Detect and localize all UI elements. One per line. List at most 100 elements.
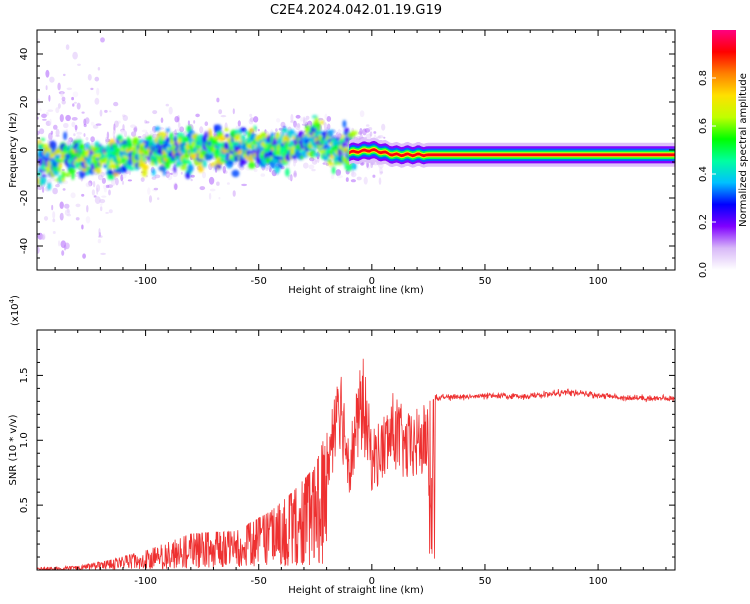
spectrogram-core-cell (340, 154, 344, 162)
spectrogram-ylabel: Frequency (Hz) (8, 112, 19, 188)
spectrogram-scatter-cell (257, 128, 260, 132)
spectrogram-scatter-cell (358, 131, 363, 135)
spectrogram-scatter-cell (52, 187, 58, 195)
spectrogram-scatter-cell (138, 135, 142, 139)
spectrogram-core-cell (143, 164, 149, 170)
spectrogram-core-cell (210, 139, 217, 144)
spectrogram-scatter-cell (37, 246, 40, 254)
spectrogram-scatter-cell (337, 175, 343, 179)
snr-multiplier: (x104) (8, 295, 21, 326)
spectrogram-scatter-cell (366, 161, 369, 168)
spectrogram-core-cell (108, 168, 113, 176)
spectrogram-scatter-cell (345, 177, 349, 182)
spectrogram-scatter-cell (287, 174, 293, 181)
spectrogram-core-cell (39, 176, 47, 185)
spectrogram-scatter-cell (100, 37, 105, 43)
spectrogram-scatter-cell (383, 136, 386, 139)
spectrogram-scatter-cell (94, 196, 101, 205)
spectrogram-scatter-cell (153, 187, 159, 191)
spectrogram-scatter-cell (363, 176, 368, 185)
spectrogram-scatter-cell (222, 165, 226, 174)
spectrogram-scatter-cell (87, 74, 92, 81)
colorbar-tick-label: 0.4 (698, 166, 709, 182)
spectrogram-scatter-cell (85, 182, 92, 188)
spectrogram-core-cell (63, 131, 67, 141)
spectrogram-scatter-cell (43, 216, 49, 221)
spectrogram-scatter-cell (350, 179, 356, 183)
spectrogram-scatter-cell (373, 131, 377, 134)
spectrogram-core-cell (342, 120, 347, 128)
spectrogram-scatter-cell (90, 87, 94, 91)
spectrogram-scatter-cell (49, 118, 52, 126)
spectrogram-scatter-cell (302, 116, 306, 124)
spectrogram-scatter-cell (111, 178, 116, 187)
spectrogram-scatter-cell (232, 190, 236, 197)
spectrogram-scatter-cell (187, 120, 190, 126)
spectrogram-scatter-cell (45, 85, 48, 91)
spectrogram-ytick-label: 0 (19, 147, 30, 153)
spectrogram-scatter-cell (97, 238, 102, 244)
spectrogram-scatter-cell (177, 122, 181, 129)
spectrogram-scatter-cell (309, 157, 315, 162)
spectrogram-scatter-cell (99, 109, 103, 117)
spectrogram-scatter-cell (84, 117, 90, 125)
spectrogram-core-cell (112, 142, 118, 150)
spectrogram-core-cell (71, 171, 75, 181)
snr-ytick-label: 1.0 (19, 432, 30, 448)
spectrogram-scatter-cell (174, 116, 180, 123)
spectrogram-scatter-cell (51, 204, 54, 211)
spectrogram-scatter-cell (148, 195, 153, 203)
spectrogram-scatter-cell (290, 114, 294, 122)
spectrogram-scatter-cell (41, 186, 45, 193)
spectrogram-core-cell (173, 135, 177, 144)
spectrogram-scatter-cell (337, 133, 343, 139)
spectrogram-scatter-cell (378, 177, 382, 185)
spectrogram-scatter-cell (49, 177, 56, 182)
spectrogram-scatter-cell (64, 203, 70, 209)
spectrogram-scatter-cell (172, 170, 178, 178)
spectrogram-core-cell (247, 143, 251, 149)
spectrogram-core-cell (180, 164, 188, 171)
spectrogram-scatter-cell (93, 195, 97, 198)
spectrogram-core-cell (327, 162, 334, 166)
spectrogram-core-cell (351, 162, 357, 171)
spectrogram-scatter-cell (127, 179, 132, 182)
spectrogram-scatter-cell (48, 94, 51, 102)
spectrogram-scatter-cell (52, 231, 56, 234)
spectrogram-xtick-label: 100 (589, 276, 608, 287)
spectrogram-scatter-cell (275, 128, 278, 133)
spectrogram-core-cell (99, 159, 103, 168)
spectrogram-xlabel: Height of straight line (km) (288, 285, 424, 296)
spectrogram-core-cell (78, 143, 85, 151)
spectrogram-scatter-cell (66, 213, 71, 217)
spectrogram-core-cell (316, 127, 321, 132)
spectrogram-scatter-cell (160, 117, 164, 123)
spectrogram-core-cell (331, 166, 336, 175)
spectrogram-scatter-cell (77, 63, 81, 66)
spectrogram-scatter-cell (41, 113, 47, 119)
spectrogram-scatter-cell (253, 167, 258, 173)
spectrogram-core-cell (313, 152, 320, 157)
spectrogram-scatter-cell (249, 113, 253, 118)
spectrogram-core-cell (234, 129, 242, 137)
spectrogram-xtick-label: -100 (134, 276, 157, 287)
chart-title: C2E4.2024.042.01.19.G19 (270, 3, 442, 18)
spectrogram-scatter-cell (81, 224, 84, 230)
spectrogram-scatter-cell (67, 138, 72, 147)
spectrogram-core-cell (63, 172, 71, 177)
spectrogram-scatter-cell (71, 96, 74, 101)
snr-line (37, 358, 675, 570)
spectrogram-scatter-cell (71, 121, 76, 128)
colorbar-tick-label: 0.0 (698, 262, 709, 278)
spectrogram-scatter-cell (61, 96, 66, 102)
spectrogram-core-cell (149, 150, 153, 157)
spectrogram-scatter-cell (59, 201, 64, 209)
spectrogram-scatter-cell (92, 124, 99, 129)
spectrogram-scatter-cell (237, 120, 241, 127)
spectrogram-scatter-cell (65, 44, 70, 50)
spectrogram-scatter-cell (147, 187, 151, 195)
spectrogram-scatter-cell (72, 91, 79, 98)
spectrogram-core-cell (148, 135, 153, 142)
spectrogram-scatter-cell (224, 122, 228, 130)
spectrogram-core-cell (219, 156, 225, 163)
